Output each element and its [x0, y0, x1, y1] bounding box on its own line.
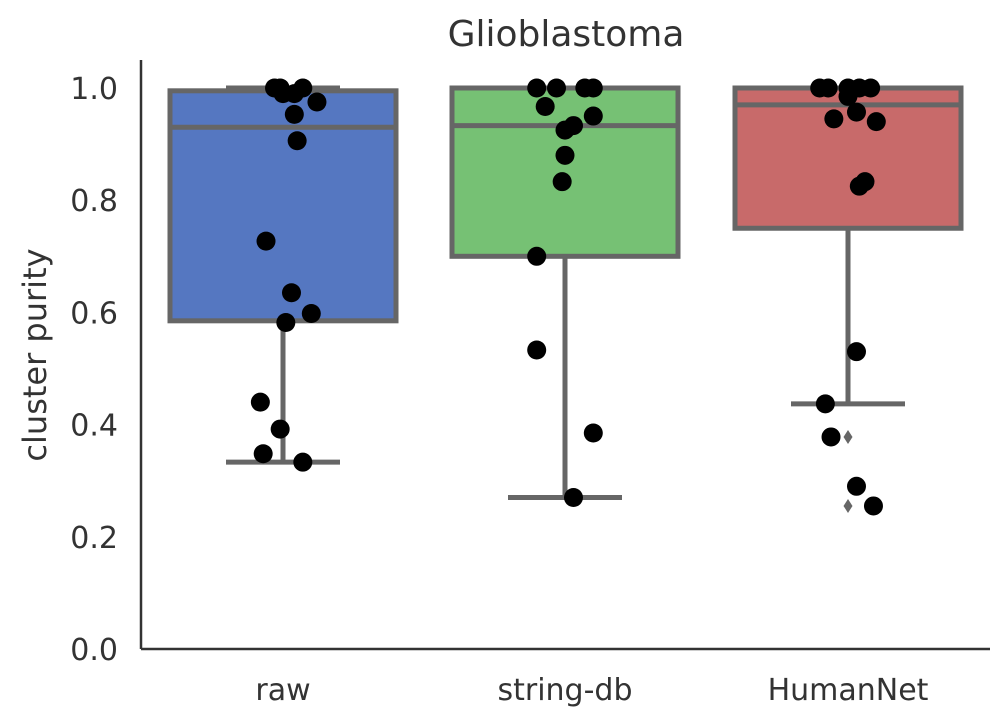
box-group-string-db: [449, 78, 681, 508]
data-point: [846, 342, 866, 362]
data-point: [866, 112, 886, 132]
outlier-marker: [843, 498, 853, 513]
y-axis-label: cluster purity: [16, 248, 54, 461]
data-point: [535, 97, 555, 117]
data-point: [846, 102, 866, 122]
y-tick-label: 0.0: [70, 633, 118, 668]
data-point: [821, 427, 841, 447]
chart-title: Glioblastoma: [448, 14, 685, 55]
y-tick-label: 1.0: [70, 72, 118, 107]
y-tick-label: 0.4: [70, 409, 118, 444]
data-point: [824, 109, 844, 129]
data-point: [284, 84, 304, 104]
data-point: [256, 231, 276, 251]
data-point: [284, 104, 304, 124]
y-tick-label: 0.6: [70, 296, 118, 331]
data-point: [250, 392, 270, 412]
x-tick-label: raw: [255, 673, 310, 708]
data-point: [253, 444, 273, 464]
data-point: [583, 78, 603, 98]
data-point: [527, 340, 547, 360]
y-tick-label: 0.2: [70, 521, 118, 556]
outlier-marker: [843, 429, 853, 444]
data-point: [815, 394, 835, 414]
data-point: [861, 78, 881, 98]
data-point: [301, 304, 321, 324]
data-point: [281, 283, 301, 303]
data-point: [583, 106, 603, 126]
data-point: [818, 78, 838, 98]
data-point: [293, 452, 313, 472]
y-tick-label: 0.8: [70, 184, 118, 219]
x-tick-label: HumanNet: [768, 673, 929, 708]
plot-area: [167, 78, 964, 516]
data-point: [287, 131, 307, 151]
data-point: [270, 419, 290, 439]
data-point: [552, 172, 572, 192]
data-point: [583, 423, 603, 443]
data-point: [849, 176, 869, 196]
data-point: [846, 476, 866, 496]
data-point: [863, 496, 883, 516]
data-point: [555, 120, 575, 140]
data-point: [276, 312, 296, 332]
data-point: [563, 488, 583, 508]
box-group-raw: [167, 78, 399, 472]
data-point: [547, 78, 567, 98]
data-point: [307, 92, 327, 112]
data-point: [527, 246, 547, 266]
data-point: [527, 78, 547, 98]
x-tick-label: string-db: [497, 673, 632, 708]
box-group-HumanNet: [732, 78, 964, 516]
box-iqr: [449, 85, 681, 259]
data-point: [555, 145, 575, 165]
data-point: [838, 86, 858, 106]
